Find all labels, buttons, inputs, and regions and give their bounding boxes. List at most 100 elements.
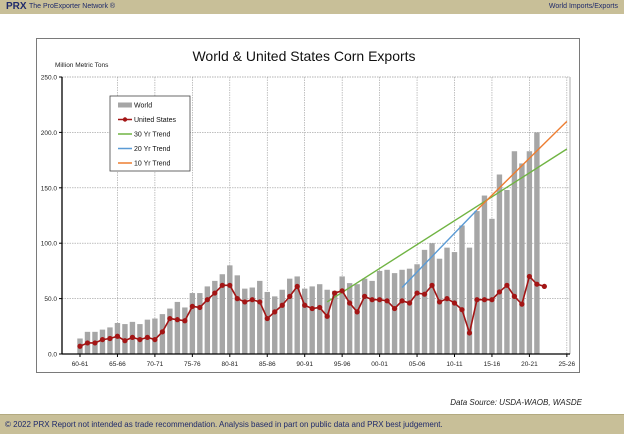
world-bar [466,247,473,354]
us-point [152,336,158,343]
world-bar [459,225,465,354]
us-point [347,300,353,306]
us-point [377,297,383,303]
us-point [137,336,143,343]
world-bar [302,288,308,354]
us-point [99,336,106,343]
us-point [481,297,488,303]
us-point [369,297,375,303]
us-point [249,297,255,303]
us-point [189,303,195,309]
trend-30yr-line [326,148,568,303]
world-bar [346,283,353,354]
us-point [534,281,540,287]
x-tick-label: 10-11 [446,361,463,368]
us-point [414,290,420,296]
world-bar [489,218,495,354]
us-point [519,301,525,307]
us-point [429,282,435,288]
legend-label: 30 Yr Trend [134,132,171,139]
world-bar [436,258,443,354]
world-bar [384,269,390,354]
us-point [114,333,121,339]
world-bar [272,296,278,354]
x-tick-label: 95-96 [334,361,351,368]
x-tick-label: 00-01 [371,361,388,368]
world-bar [227,265,233,354]
x-tick-label: 75-76 [184,361,201,368]
legend: World United States 30 Yr Trend 20 Yr Trend… [109,95,191,172]
world-bar [331,290,338,354]
world-bar [197,293,203,354]
world-bar [504,190,510,354]
legend-label: World [134,103,152,110]
world-bar [414,264,420,354]
us-point [174,317,180,323]
x-tick-label: 15-16 [484,361,501,368]
world-bar [309,286,315,354]
chart-title: World & United States Corn Exports [192,48,415,64]
world-bar [294,276,300,354]
x-tick-label: 85-86 [259,361,276,368]
us-point [309,305,315,312]
us-point [242,299,248,305]
world-bar [481,195,488,354]
us-point [384,298,390,304]
legend-swatch-marker [122,117,128,122]
us-point [122,338,128,344]
legend-label: 10 Yr Trend [134,161,171,168]
y-tick-label: 100.0 [41,241,58,248]
x-tick-labels: 60-61 65-66 70-71 75-76 80-81 85-86 90-91 95-96… [72,361,576,368]
us-point [272,309,278,315]
us-point [324,313,330,319]
us-point [182,318,188,324]
us-point [264,315,270,322]
world-bar [316,284,323,354]
us-point [354,309,360,315]
world-bar [279,289,285,354]
world-bar [182,307,188,354]
y-tick-label: 0.0 [48,352,57,359]
trend-lines [326,120,568,303]
world-bar [152,318,158,354]
world-bar [167,308,173,354]
y-tick-label: 200.0 [41,130,58,137]
us-point [332,290,338,296]
us-point [436,299,443,305]
us-point [459,307,465,313]
trend-20yr-line [401,209,478,289]
us-point [212,290,218,296]
world-bar [511,151,518,354]
data-source: Data Source: USDA-WAOB, WASDE [450,398,582,407]
world-bar [354,284,360,354]
y-tick-label: 250.0 [41,75,58,82]
us-point [197,304,203,311]
us-point [257,299,263,305]
world-bar [361,278,368,354]
world-bar [287,278,293,354]
us-point [219,282,225,288]
world-bar [474,211,480,354]
us-point [227,282,233,288]
us-point [129,334,136,340]
y-tick-label: 50.0 [44,296,57,303]
world-bar [519,163,525,354]
us-point [167,315,173,322]
world-bar [204,286,211,354]
y-tick-label: 150.0 [41,185,58,192]
us-point [489,297,495,303]
world-bar [526,151,533,354]
world-bar [212,280,218,354]
us-point [406,300,413,306]
us-point [511,293,518,299]
x-tick-label: 60-61 [72,361,89,368]
x-tick-label: 90-91 [296,361,313,368]
y-tick-labels: 0.0 50.0 100.0 150.0 200.0 250.0 [41,75,58,359]
legend-swatch-world [118,102,132,108]
us-point [391,305,398,312]
section-title: World Imports/Exports [548,3,618,10]
us-point [339,288,345,294]
us-point [504,282,510,288]
brand-logo: PRX [6,1,27,12]
